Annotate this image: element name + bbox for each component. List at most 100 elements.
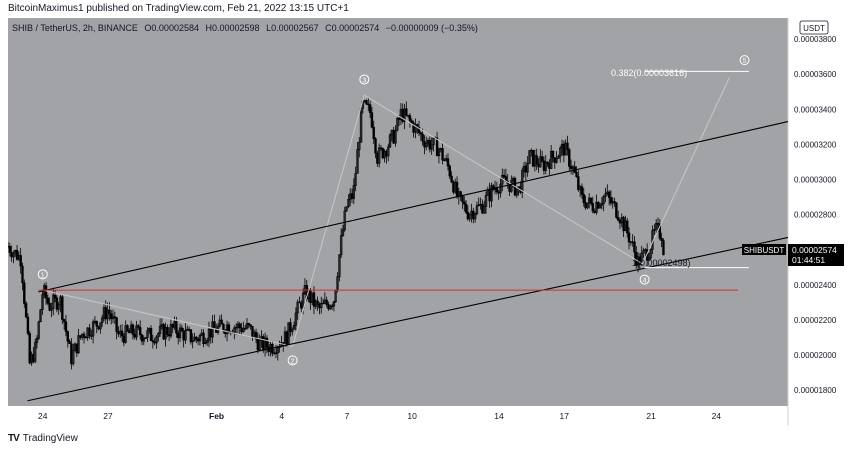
tradingview-brand: TradingView (22, 433, 78, 444)
candle-body (325, 299, 328, 305)
candle-body (499, 183, 502, 194)
candle-body (405, 108, 408, 116)
candle-body (388, 134, 392, 148)
candle-body (41, 294, 44, 311)
channel-line-lower (27, 236, 789, 402)
candle-body (526, 163, 529, 173)
time-axis[interactable]: 24 27 Feb 4 7 10 14 17 21 24 (38, 411, 721, 421)
candle-body (88, 327, 91, 336)
price-tag: SHIBUSDT 0.00002574 01:44:51 (742, 244, 844, 266)
currency-label: USDT (803, 24, 825, 33)
candle-body (95, 320, 98, 327)
candle-body (627, 232, 631, 243)
candle-body (435, 137, 439, 157)
candle-body (609, 197, 613, 204)
fib-label-1: 1(0.00002498) (632, 258, 691, 268)
candle-body (180, 327, 184, 332)
candle-body (394, 129, 397, 144)
candle-body (222, 323, 225, 332)
candle-body (265, 337, 269, 348)
candle-body (502, 174, 506, 177)
candle-body (468, 214, 471, 220)
candle-body (254, 331, 258, 340)
annotations-group: 1 2 3 4 5 (37, 55, 750, 366)
candle-body (82, 333, 86, 338)
candle-body (157, 333, 160, 338)
candle-body (568, 149, 571, 167)
candle-body (57, 304, 60, 310)
candle-body (294, 312, 298, 326)
y-tick-label: 0.00003200 (794, 140, 837, 149)
candle-body (19, 255, 22, 267)
candle-body (220, 319, 223, 325)
candle-body (358, 141, 361, 151)
candle-body (124, 325, 127, 343)
tradingview-logo-icon: TV (8, 433, 20, 444)
candle-body (633, 241, 636, 253)
candle-body (557, 155, 560, 159)
candle-body (35, 337, 39, 343)
candle-body (338, 254, 341, 278)
candle-body (213, 321, 216, 329)
tradingview-logo[interactable]: TV TradingView (8, 433, 78, 444)
y-tick-label: 0.00001800 (794, 386, 837, 395)
candle-body (414, 124, 417, 133)
candle-body (48, 302, 51, 311)
y-tick-label: 0.00003600 (794, 70, 837, 79)
candle-body (464, 203, 468, 213)
candle-body (586, 202, 589, 209)
candle-body (158, 325, 162, 334)
candle-body (249, 324, 252, 327)
candle-body (113, 316, 117, 318)
candle-body (166, 326, 169, 335)
candle-body (144, 337, 147, 339)
candle-body (559, 147, 562, 157)
wave-marker-label: 3 (362, 77, 366, 84)
candles-group (8, 97, 665, 370)
candle-body (356, 149, 359, 174)
candle-body (100, 317, 104, 324)
candle-body (198, 335, 202, 342)
y-tick-label: 0.00003000 (794, 176, 837, 185)
candle-body (26, 316, 30, 334)
symbol-legend[interactable]: SHIB / TetherUS, 2h, BINANCE O0.00002584… (12, 23, 478, 33)
wave-marker-circle (37, 269, 48, 280)
candle-body (227, 324, 231, 333)
candle-body (8, 246, 12, 253)
candle-body (298, 301, 301, 304)
candle-body (316, 300, 319, 305)
x-tick-label: 27 (103, 411, 113, 421)
candle-body (580, 186, 584, 195)
candle-body (245, 323, 249, 329)
price-axis[interactable]: 0.00003800 0.00003600 0.00003400 0.00003200… (794, 35, 837, 395)
candle-body (656, 223, 660, 225)
candle-body (430, 144, 433, 150)
candle-body (211, 321, 214, 338)
candle-body (365, 100, 368, 105)
candle-body (626, 220, 629, 234)
candle-body (459, 191, 462, 196)
candle-body (33, 342, 37, 362)
candle-body (149, 328, 153, 341)
candle-body (345, 206, 348, 212)
publisher-text: BitcoinMaximus1 published on TradingView… (8, 3, 349, 14)
candle-body (169, 324, 173, 337)
currency-box[interactable] (799, 20, 829, 35)
candle-body (195, 336, 198, 340)
candle-body (539, 156, 542, 168)
candle-body (289, 322, 292, 333)
plot-background (8, 18, 788, 406)
candle-body (660, 237, 663, 241)
candle-body (258, 340, 261, 351)
elliott-wave-path (42, 77, 730, 347)
candle-body (120, 330, 124, 337)
x-tick-label: 24 (712, 411, 722, 421)
candle-body (238, 323, 241, 329)
x-tick-label: 14 (494, 411, 504, 421)
wave-marker-label: 2 (291, 358, 295, 365)
candle-body (417, 126, 421, 134)
candle-body (582, 194, 585, 203)
candle-body (55, 297, 59, 310)
